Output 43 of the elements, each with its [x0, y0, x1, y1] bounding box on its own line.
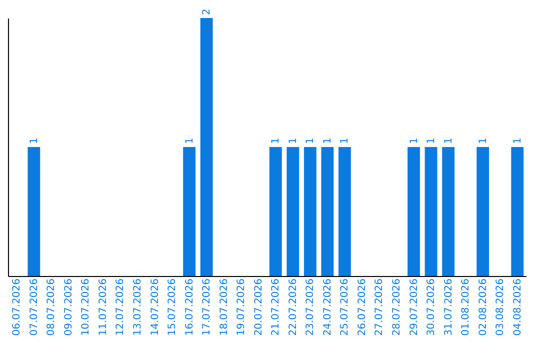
- data-label: 1: [426, 138, 438, 144]
- x-tick-label: 22.07.2026: [288, 278, 299, 336]
- x-tick-label: 10.07.2026: [80, 278, 92, 336]
- x-tick-label: 23.07.2026: [305, 278, 316, 336]
- data-label: 1: [478, 138, 489, 144]
- data-label: 1: [408, 138, 420, 144]
- data-label: 1: [305, 138, 316, 144]
- data-label: 1: [288, 138, 299, 144]
- x-tick-label: 29.07.2026: [408, 278, 420, 336]
- x-tick-label: 11.07.2026: [98, 278, 109, 336]
- data-label: 1: [28, 138, 40, 144]
- x-tick-label: 19.07.2026: [236, 278, 248, 336]
- data-label: 1: [184, 138, 196, 144]
- x-tick-label: 17.07.2026: [202, 278, 213, 336]
- x-tick-label: 18.07.2026: [218, 278, 230, 336]
- x-tick-label: 28.07.2026: [392, 278, 402, 336]
- x-tick-label: 06.07.2026: [12, 278, 23, 336]
- x-tick-label: 20.07.2026: [253, 278, 264, 336]
- data-label: 1: [270, 138, 282, 144]
- data-label: 2: [202, 8, 213, 15]
- data-label: 1: [322, 138, 334, 144]
- x-tick-label: 25.07.2026: [340, 278, 351, 336]
- x-tick-label: 24.07.2026: [322, 278, 334, 336]
- x-tick-label: 02.08.2026: [478, 278, 489, 336]
- x-tick-label: 09.07.2026: [63, 278, 74, 336]
- x-tick-label: 12.07.2026: [115, 278, 126, 336]
- data-label: 1: [443, 138, 454, 144]
- x-tick-label: 31.07.2026: [443, 278, 454, 336]
- x-tick-label: 01.08.2026: [460, 278, 472, 336]
- x-tick-label: 14.07.2026: [150, 278, 161, 336]
- x-tick-label: 08.07.2026: [46, 278, 58, 336]
- x-tick-label: 26.07.2026: [356, 278, 368, 336]
- x-tick-label: 13.07.2026: [132, 278, 144, 336]
- x-tick-label: 21.07.2026: [270, 278, 282, 336]
- x-tick-label: 07.07.2026: [28, 278, 40, 336]
- x-tick-label: 27.07.2026: [374, 278, 386, 336]
- data-label: 1: [512, 138, 524, 144]
- x-tick-label: 15.07.2026: [167, 278, 178, 336]
- data-label: 1: [340, 138, 351, 144]
- x-tick-label: 04.08.2026: [512, 278, 524, 336]
- x-tick-label: 16.07.2026: [184, 278, 196, 336]
- x-tick-label: 03.08.2026: [495, 278, 506, 336]
- x-tick-label: 30.07.2026: [426, 278, 438, 336]
